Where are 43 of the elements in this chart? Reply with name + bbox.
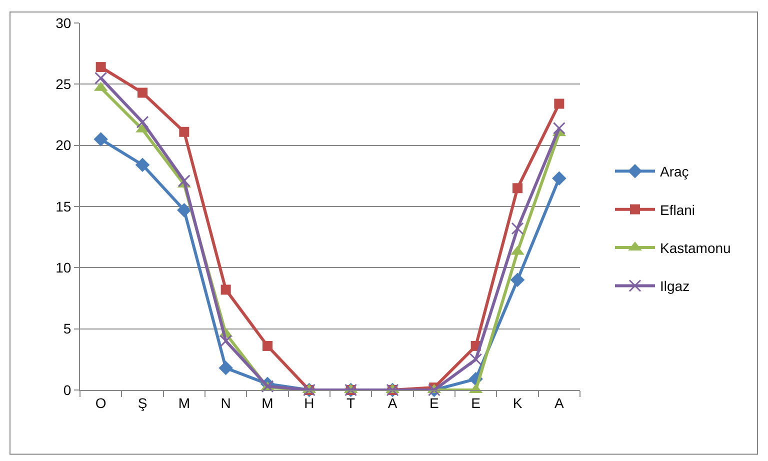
point (177, 203, 192, 218)
point (178, 174, 190, 188)
y-tick-label: 10 (56, 260, 72, 276)
x-tick-label: A (388, 394, 398, 411)
x-tick-label: A (554, 394, 564, 411)
legend-label: Kastamonu (660, 240, 731, 256)
y-tick-label: 25 (56, 76, 72, 92)
y-tick-label: 0 (63, 382, 72, 398)
point (511, 222, 524, 235)
y-tick-label: 5 (63, 320, 72, 337)
point (510, 272, 525, 288)
point (96, 62, 106, 72)
point (552, 122, 566, 134)
point (138, 88, 148, 98)
x-tick-label: M (262, 394, 274, 411)
x-tick-label: M (178, 394, 190, 411)
point (220, 334, 232, 348)
point (218, 360, 233, 376)
point (554, 98, 564, 109)
x-tick-label: Ş (138, 394, 148, 411)
point (512, 183, 522, 194)
legend-label: Ilgaz (660, 278, 690, 294)
point (470, 353, 482, 366)
x-tick-label: N (220, 394, 231, 411)
legend-label: Araç (660, 164, 689, 180)
x-tick-label: E (471, 394, 480, 411)
point (94, 72, 108, 84)
x-tick-label: T (346, 394, 356, 411)
point (136, 116, 149, 128)
point (179, 126, 190, 137)
x-tick-label: K (512, 394, 523, 411)
legend-label: Eflani (660, 202, 696, 218)
point (262, 340, 272, 351)
point (135, 158, 150, 172)
x-tick-label: O (95, 394, 106, 411)
x-tick-label: E (430, 394, 439, 411)
point (552, 171, 566, 186)
point (94, 132, 108, 146)
y-tick-label: 30 (56, 14, 72, 31)
y-tick-label: 20 (56, 137, 72, 154)
point (220, 284, 231, 295)
x-tick-label: H (304, 394, 314, 411)
y-tick-label: 15 (56, 198, 72, 214)
